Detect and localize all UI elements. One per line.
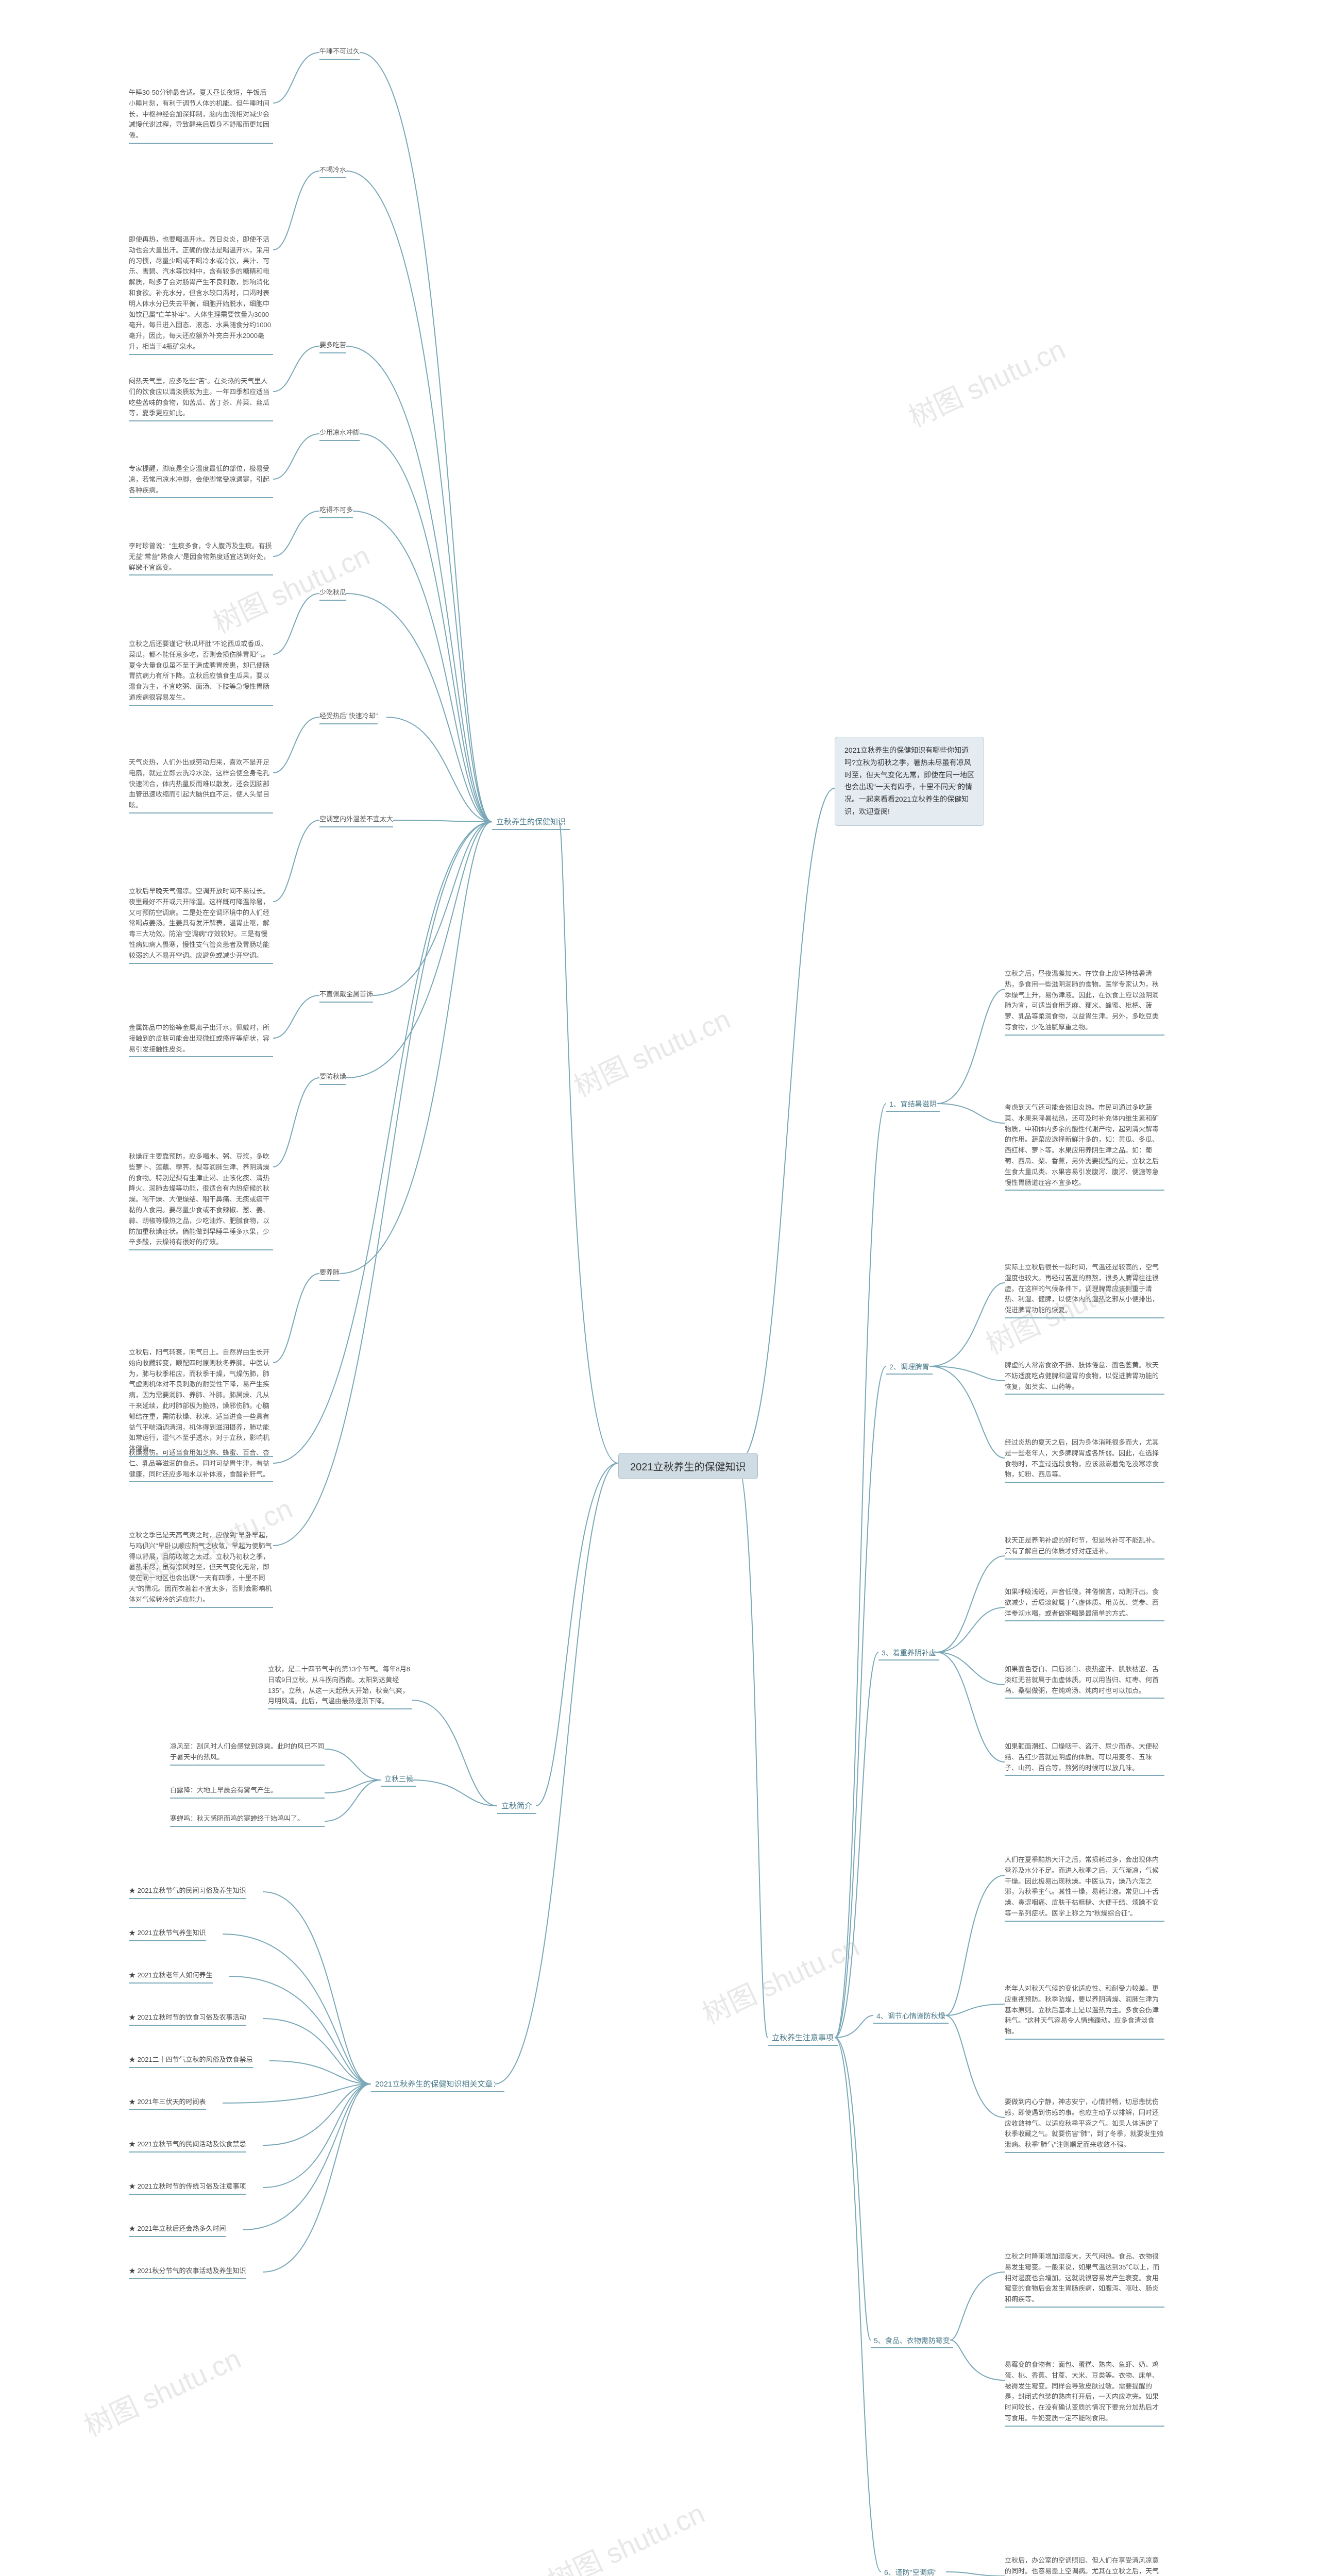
notice-item-title: 3、着重养阴补虚 [878, 1646, 939, 1660]
branch-health-label: 立秋养生的保健知识 [496, 818, 566, 826]
root-node: 2021立秋养生的保健知识 [618, 1453, 758, 1479]
notice-item-detail: 老年人对秋天气候的变化适应性、和耐受力较差。更应重视预防。秋季防燥，要以养阴清燥… [1005, 1984, 1164, 2040]
related-article-link[interactable]: ★ 2021立秋节气养生知识 [129, 1928, 206, 1941]
health-item-title: 少吃秋瓜 [319, 587, 346, 601]
health-item-detail: 闷热天气里，应多吃些"苦"。在炎热的天气里人们的饮食应以清淡质软为主。一年四季都… [129, 376, 273, 421]
notice-item-detail: 立秋后，办公室的空调照旧、但人们在享受清风凉意的同时。也容易患上空调病。尤其在立… [1005, 2555, 1164, 2576]
health-item-title: 午睡不可过久 [319, 46, 360, 60]
watermark: 树图 shutu.cn [566, 997, 736, 1105]
notice-item-detail: 立秋之时降雨增加湿度大，天气闷热。食品、衣物很易发生霉变。一般来说，如果气温达到… [1005, 2251, 1164, 2308]
health-item-title: 不直佩戴金属首饰 [319, 989, 373, 1003]
health-item-detail: 午睡30-50分钟最合适。夏天昼长夜短，午饭后小睡片刻，有利于调节人体的机能。但… [129, 88, 273, 144]
health-item-detail: 立秋后，阳气转衰，阴气日上。自然界由生长开始向收藏转变，顺配四时原则秋冬养肺。中… [129, 1347, 273, 1457]
related-article-link[interactable]: ★ 2021立秋时节的饮食习俗及农事活动 [129, 2012, 246, 2026]
health-item-title: 要养肺 [319, 1267, 340, 1281]
related-article-link[interactable]: ★ 2021年立秋后还会热多久时间 [129, 2224, 226, 2237]
notice-item-detail: 考虑到天气还可能会依旧炎热。市民可通过多吃蔬菜、水果来降暑祛热，还可及时补充体内… [1005, 1103, 1164, 1191]
related-article-link[interactable]: ★ 2021立秋节气的民间活动及饮食禁忌 [129, 2139, 246, 2153]
root-label: 2021立秋养生的保健知识 [630, 1462, 746, 1473]
related-article-link[interactable]: ★ 2021立秋老年人如何养生 [129, 1970, 213, 1984]
notice-item-title: 4、调节心情谨防秋燥 [873, 2009, 949, 2024]
health-item-detail: 立秋之后还要谨记"秋瓜坏肚"不论西瓜或香瓜、菜瓜，都不能任意多吃，否则会损伤脾胃… [129, 639, 273, 706]
health-item-detail: 李时珍曾说："生痰多食，令人腹泻及生痰。有损无益"常营"熟食人"是因食物熟度适宜… [129, 541, 273, 575]
health-item-title: 要防秋燥 [319, 1072, 346, 1085]
sanhou-item: 凉风至：刮风时人们会感觉到凉爽。此时的风已不同于暑天中的热风。 [170, 1741, 325, 1766]
intro-section-desc: 立秋，是二十四节气中的第13个节气。每年8月8日或9日立秋。从斗拐向西南。太阳到… [268, 1664, 412, 1709]
health-item-detail: 立秋后早晚天气偏凉。空调开放时间不易过长。夜里最好不开或只开除湿。这样既可降温除… [129, 886, 273, 964]
watermark: 树图 shutu.cn [901, 327, 1071, 435]
branch-related: 2021立秋养生的保健知识相关文章： [371, 2076, 504, 2092]
branch-intro-section: 立秋简介 [497, 1798, 536, 1814]
branch-intro-section-label: 立秋简介 [501, 1802, 532, 1810]
related-article-link[interactable]: ★ 2021立秋节气的民间习俗及养生知识 [129, 1886, 246, 1899]
notice-item-detail: 要做到内心宁静，神志安宁，心情舒畅，切忌悲忧伤感，即使遇到伤感的事。也应主动予以… [1005, 2097, 1164, 2153]
health-item-detail: 秋燥易伤。可适当食用如芝麻、蜂蜜、百合、杏仁、乳品等滋润的食品。同时可益胃生津，… [129, 1448, 273, 1482]
notice-item-detail: 如果面色苍白、口唇淡白、夜热盗汗、肌肤枯涩、舌淡红无苔就属于血虚体质。可以用当归… [1005, 1664, 1164, 1699]
health-item-detail: 秋燥症主要靠预防，应多喝水、粥、豆浆，多吃些萝卜、莲藕、荸荠、梨等润肺生津、养阴… [129, 1151, 273, 1250]
watermark: 树图 shutu.cn [540, 2491, 711, 2576]
related-article-link[interactable]: ★ 2021二十四节气立秋的风俗及饮食禁忌 [129, 2055, 253, 2068]
health-item-detail: 专家提醒，脚底是全身温度最低的部位，极易受凉，若常用凉水冲脚，会使脚常受凉遇寒，… [129, 464, 273, 498]
notice-item-detail: 秋天正是养阴补虚的好时节，但是秋补可不能乱补。只有了解自己的体质才好对症进补。 [1005, 1535, 1164, 1560]
watermark: 树图 shutu.cn [695, 1924, 865, 2032]
notice-item-detail: 人们在夏季酷热大汗之后，常损耗过多，会出现体内营养及水分不足。而进入秋季之后，天… [1005, 1855, 1164, 1922]
health-item-detail: 即使再热，也要喝温开水。烈日炎炎，即使不活动也会大量出汗。正确的做法是喝温开水，… [129, 234, 273, 355]
branch-related-label: 2021立秋养生的保健知识相关文章： [375, 2080, 500, 2089]
sanhou-item: 白露降：大地上早晨会有雾气产生。 [170, 1785, 325, 1799]
notice-item-title: 6、谨防"空调病" [881, 2566, 940, 2576]
health-item-title: 不喝冷水 [319, 165, 346, 178]
health-item-title: 经受热后"快速冷却" [319, 711, 378, 724]
notice-item-title: 1、宜结暑滋阴 [886, 1097, 940, 1112]
watermark: 树图 shutu.cn [77, 2336, 247, 2445]
health-item-detail: 天气炎热，人们外出或劳动归来，喜欢不是开足电扇，就是立即去洗冷水澡，这样会使全身… [129, 757, 273, 814]
related-article-link[interactable]: ★ 2021年三伏天的时间表 [129, 2097, 206, 2110]
intro-text: 2021立秋养生的保健知识有哪些你知道吗?立秋为初秋之季，暑热未尽虽有凉风时至，… [844, 746, 974, 816]
notice-item-detail: 经过炎热的夏天之后，因为身体消耗很多而大，尤其是一些老年人，大多脾脾胃虚各所弱。… [1005, 1437, 1164, 1483]
health-item-detail: 立秋之季已是天高气爽之时，应做到"早卧早起，与鸡俱兴"早卧以顺应阳气之收敛，早起… [129, 1530, 273, 1608]
health-item-title: 空调室内外温差不宜太大 [319, 814, 393, 827]
notice-item-detail: 如果呼吸浅短，声音低微，神倦懒言，动则汗出。食欲减少，舌质淡就属于气虚体质。用黄… [1005, 1587, 1164, 1621]
intro-node: 2021立秋养生的保健知识有哪些你知道吗?立秋为初秋之季，暑热未尽虽有凉风时至，… [835, 737, 984, 826]
notice-item-detail: 易霉变的食物有：面包、蛋糕、熟肉、鱼虾、奶、鸡蛋、桃、香蕉、甘蔗、大米、豆类等。… [1005, 2360, 1164, 2427]
branch-health: 立秋养生的保健知识 [492, 814, 570, 830]
branch-notice: 立秋养生注意事项 [768, 2030, 838, 2046]
notice-item-detail: 立秋之后，昼夜温差加大。在饮食上应坚持祛暑清热，多食用一些滋阴润肺的食物。医学专… [1005, 969, 1164, 1036]
health-item-title: 少用凉水冲脚 [319, 428, 360, 441]
health-item-title: 吃得不可多 [319, 505, 353, 518]
sub-liqiu-sanhou: 立秋三候 [381, 1772, 416, 1787]
related-article-link[interactable]: ★ 2021秋分节气的农事活动及养生知识 [129, 2266, 246, 2279]
related-article-link[interactable]: ★ 2021立秋时节的传统习俗及注意事项 [129, 2181, 246, 2195]
branch-notice-label: 立秋养生注意事项 [772, 2033, 834, 2042]
notice-item-detail: 如果颧面潮红、口燥咽干、盗汗、尿少而赤、大便秘结、舌红少苔就是阴虚的体质。可以用… [1005, 1741, 1164, 1776]
notice-item-detail: 实际上立秋后很长一段时间，气温还是较高的，空气湿度也较大。再经过苦夏的煎熬，很多… [1005, 1262, 1164, 1318]
notice-item-title: 2、调理脾胃 [886, 1360, 933, 1375]
health-item-detail: 金属饰品中的铬等金属离子出汗水，佩戴时，所接触到的皮肤可能会出现微红或瘙痒等症状… [129, 1023, 273, 1057]
sanhou-item: 寒蝉鸣：秋天感阴而鸣的寒蝉终于始鸣叫了。 [170, 1814, 325, 1827]
health-item-title: 要多吃苦 [319, 340, 346, 353]
notice-item-title: 5、食品、衣物需防霉变 [871, 2334, 953, 2348]
notice-item-detail: 脾虚的人常常食欲不振、肢体倦怠、面色萎黄。秋天不妨适度吃点健脾和温胃的食物，以促… [1005, 1360, 1164, 1395]
